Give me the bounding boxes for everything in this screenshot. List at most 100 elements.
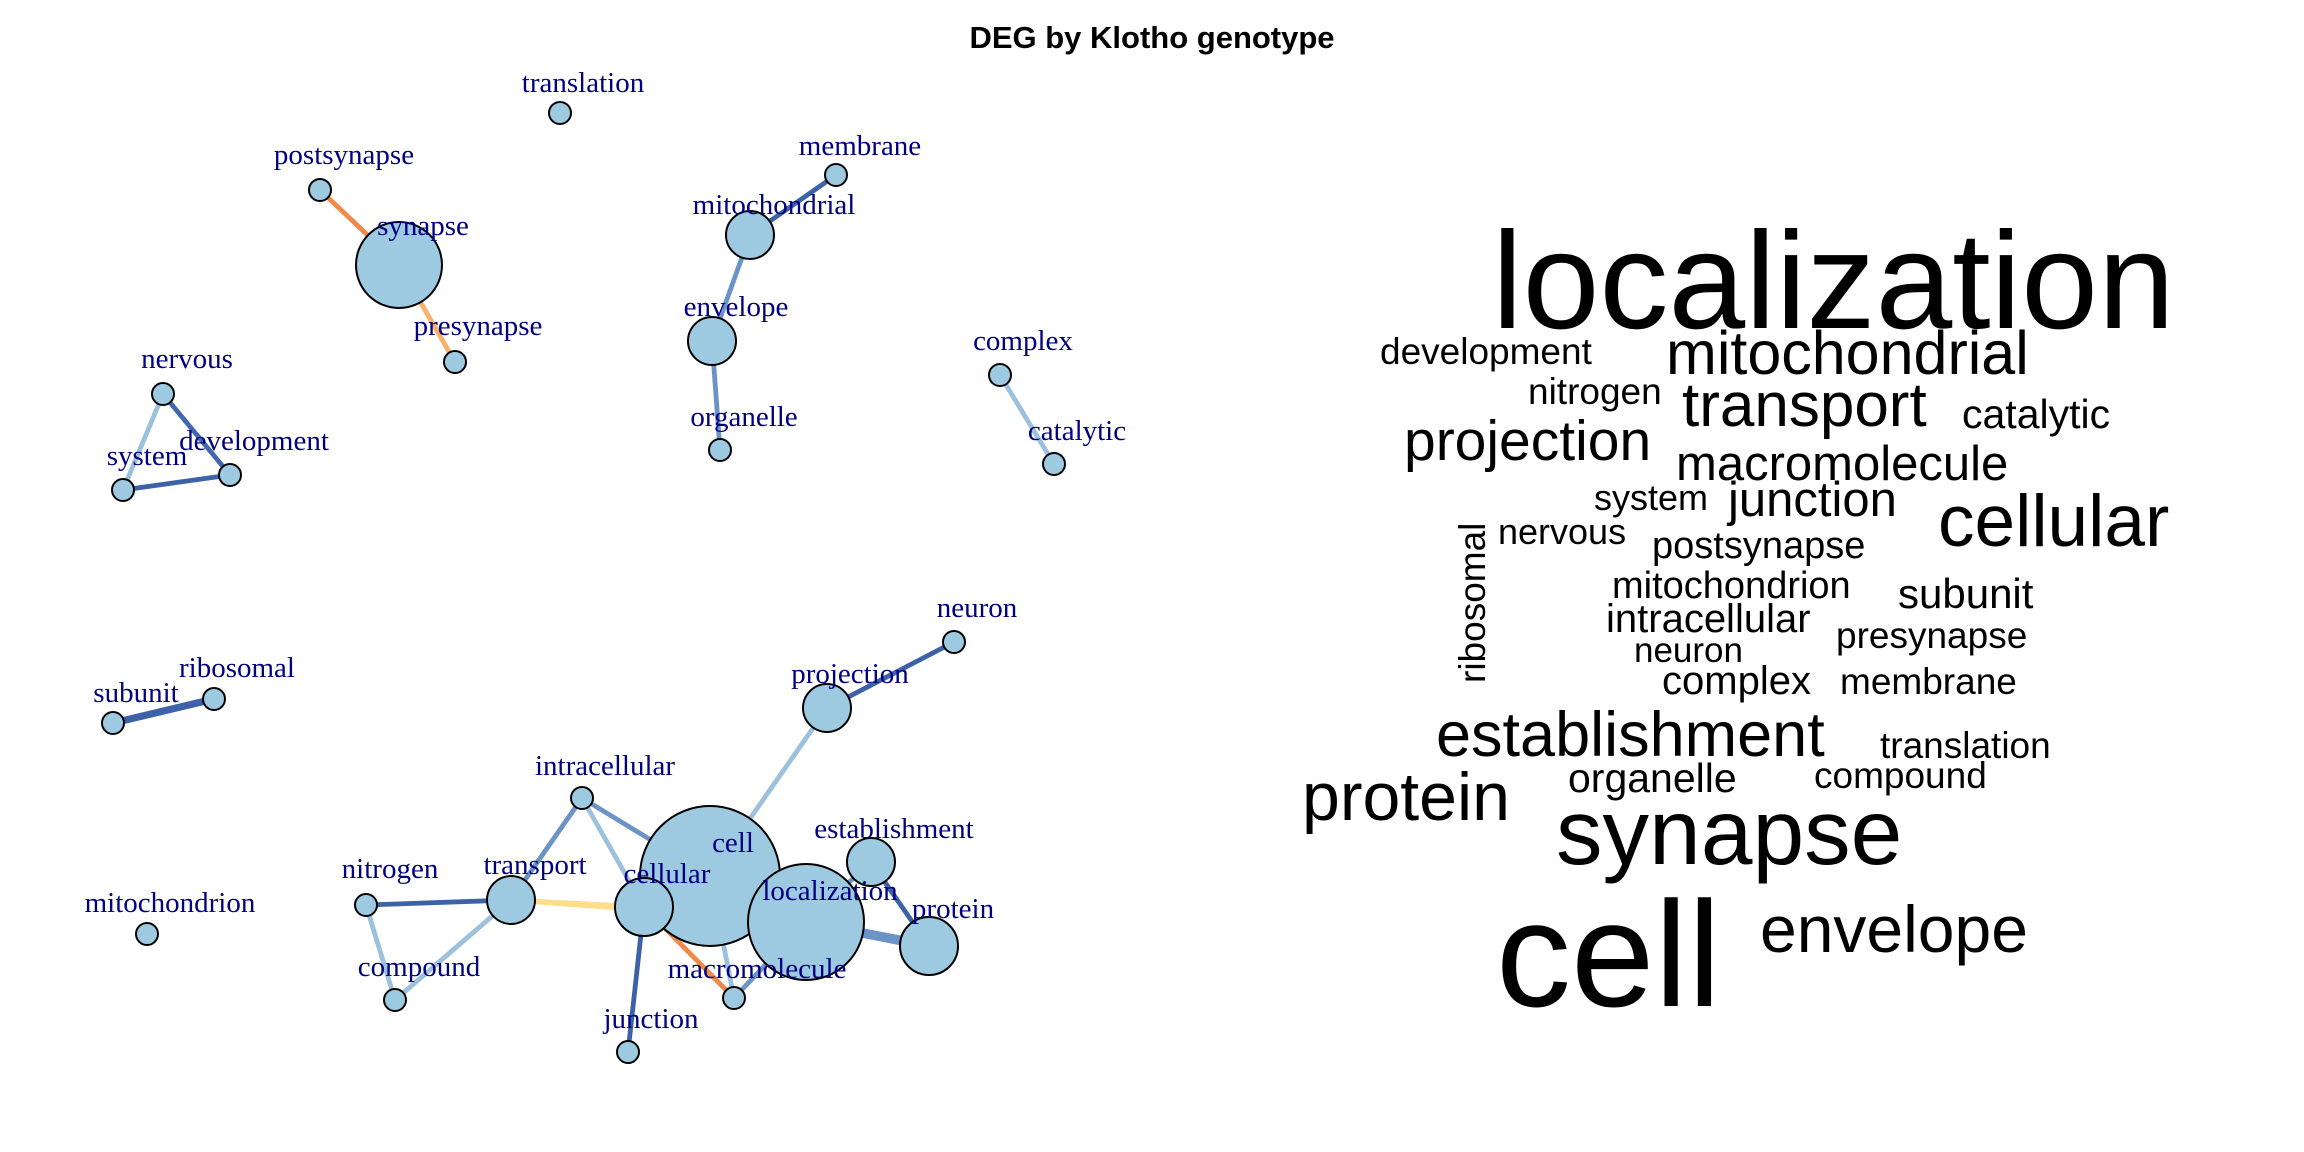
edge-nervous-development <box>161 392 232 477</box>
node-macromolecule <box>722 986 746 1010</box>
node-nitrogen <box>354 893 378 917</box>
node-label-cell: cell <box>712 827 754 859</box>
node-label-compound: compound <box>358 951 481 983</box>
cloud-word-establishment: establishment <box>1436 700 1825 770</box>
node-label-mitochondrion: mitochondrion <box>85 887 256 919</box>
node-label-catalytic: catalytic <box>1028 415 1126 447</box>
node-envelope <box>687 316 737 366</box>
node-label-synapse: synapse <box>377 210 469 242</box>
node-label-membrane: membrane <box>799 130 921 162</box>
node-label-translation: translation <box>522 67 645 99</box>
node-label-transport: transport <box>483 849 586 881</box>
node-ribosomal <box>202 687 226 711</box>
node-label-macromolecule: macromolecule <box>668 953 847 985</box>
node-transport <box>486 875 536 925</box>
cloud-word-translation: translation <box>1880 725 2051 766</box>
cloud-word-transport: transport <box>1682 371 1927 440</box>
cloud-word-presynapse: presynapse <box>1836 615 2027 656</box>
node-label-mitochondrial: mitochondrial <box>693 189 856 221</box>
node-label-subunit: subunit <box>93 677 178 709</box>
cloud-word-compound: compound <box>1814 755 1987 796</box>
node-label-junction: junction <box>602 1003 699 1035</box>
cloud-word-nitrogen: nitrogen <box>1528 371 1662 412</box>
node-cellular <box>614 877 674 937</box>
node-system <box>111 478 135 502</box>
node-label-presynapse: presynapse <box>414 310 543 342</box>
node-label-nervous: nervous <box>141 343 233 375</box>
edge-complex-catalytic <box>997 373 1057 466</box>
node-neuron <box>942 630 966 654</box>
cloud-word-envelope: envelope <box>1760 892 2028 966</box>
node-label-ribosomal: ribosomal <box>179 652 295 684</box>
node-membrane <box>824 163 848 187</box>
node-label-localization: localization <box>762 875 898 907</box>
cloud-word-macromolecule: macromolecule <box>1676 437 2008 491</box>
node-translation <box>548 101 572 125</box>
node-junction <box>616 1040 640 1064</box>
cloud-word-localization: localization <box>1492 204 2175 358</box>
node-localization <box>747 863 865 981</box>
cloud-word-junction: junction <box>1726 473 1897 527</box>
node-organelle <box>708 438 732 462</box>
cloud-word-synapse: synapse <box>1556 780 1902 884</box>
cloud-word-projection: projection <box>1404 409 1651 473</box>
node-label-cellular: cellular <box>624 858 711 890</box>
edge-subunit-ribosomal <box>112 695 215 727</box>
node-complex <box>988 363 1012 387</box>
cloud-word-mitochondrion: mitochondrion <box>1612 565 1851 607</box>
node-presynapse <box>443 350 467 374</box>
cloud-word-organelle: organelle <box>1568 755 1737 801</box>
node-compound <box>383 988 407 1012</box>
node-label-development: development <box>179 425 329 457</box>
node-label-system: system <box>107 440 188 472</box>
cloud-word-system: system <box>1594 477 1708 518</box>
node-label-neuron: neuron <box>937 592 1018 624</box>
cloud-word-neuron: neuron <box>1634 631 1743 670</box>
node-protein <box>899 916 959 976</box>
cloud-word-postsynapse: postsynapse <box>1652 525 1865 567</box>
cloud-word-nervous: nervous <box>1498 511 1626 552</box>
cloud-word-protein: protein <box>1302 759 1510 835</box>
node-label-intracellular: intracellular <box>535 750 675 782</box>
node-catalytic <box>1042 452 1066 476</box>
node-mitochondrion <box>135 922 159 946</box>
page-title: DEG by Klotho genotype <box>969 20 1335 55</box>
node-establishment <box>846 837 896 887</box>
edge-system-development <box>122 472 231 493</box>
node-projection <box>802 683 852 733</box>
edge-nervous-system <box>120 393 166 491</box>
node-label-projection: projection <box>791 658 909 690</box>
node-postsynapse <box>308 178 332 202</box>
node-label-establishment: establishment <box>814 813 973 845</box>
node-label-organelle: organelle <box>690 401 797 433</box>
node-label-postsynapse: postsynapse <box>274 139 414 171</box>
network-labels: translation postsynapse synapse presynapse m… <box>85 67 1126 1035</box>
cloud-word-complex: complex <box>1662 659 1811 703</box>
cloud-word-cell: cell <box>1496 870 1721 1038</box>
node-nervous <box>151 382 175 406</box>
edge-nitrogen-compound <box>363 904 398 1001</box>
network-nodes <box>101 101 1066 1064</box>
network-graph: translation postsynapse synapse presynapse m… <box>85 67 1126 1064</box>
cloud-word-ribosomal: ribosomal <box>1452 523 1493 683</box>
cloud-word-mitochondrial: mitochondrial <box>1666 319 2029 387</box>
node-mitochondrial <box>725 210 775 260</box>
node-intracellular <box>570 786 594 810</box>
node-development <box>218 463 242 487</box>
cloud-word-subunit: subunit <box>1898 570 2034 617</box>
node-subunit <box>101 711 125 735</box>
cloud-word-development: development <box>1380 331 1593 372</box>
node-label-protein: protein <box>912 893 995 925</box>
cloud-word-cellular: cellular <box>1938 481 2169 562</box>
cloud-word-catalytic: catalytic <box>1962 391 2110 437</box>
cloud-word-membrane: membrane <box>1840 661 2017 702</box>
node-synapse <box>355 221 443 309</box>
node-label-envelope: envelope <box>684 291 789 323</box>
node-label-nitrogen: nitrogen <box>342 853 439 885</box>
cloud-word-intracellular: intracellular <box>1606 597 1811 641</box>
node-label-complex: complex <box>973 325 1073 357</box>
edge-compound-transport <box>393 898 513 1002</box>
